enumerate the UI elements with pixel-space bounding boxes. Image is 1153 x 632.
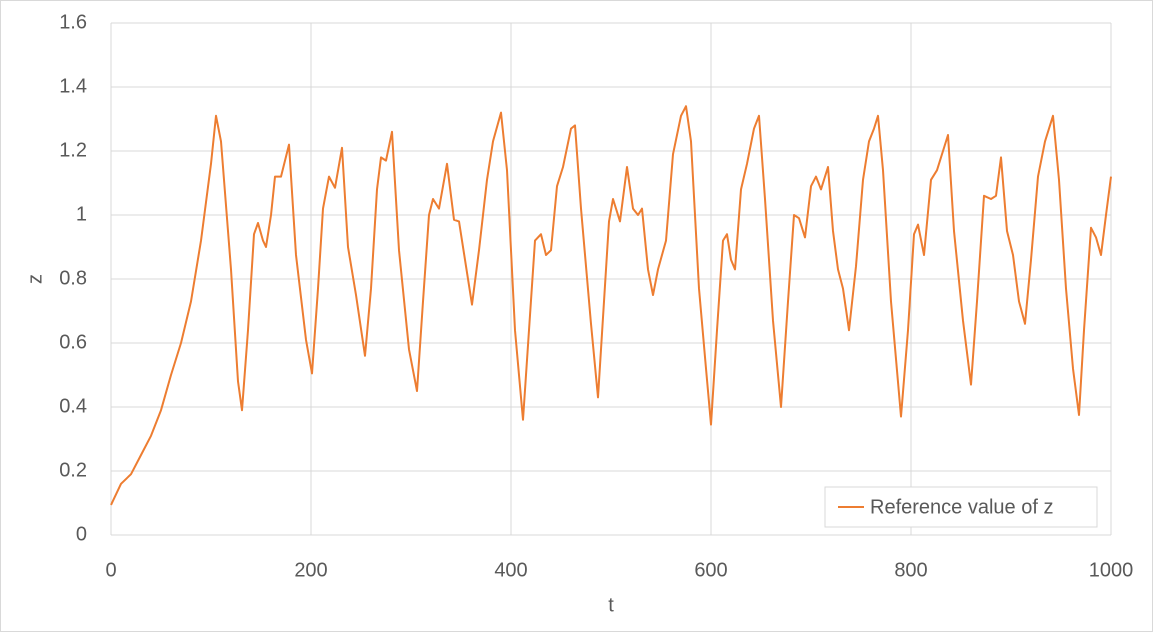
y-tick-label: 0.6: [59, 331, 87, 353]
y-tick-label: 0.8: [59, 267, 87, 289]
y-tick-label: 0: [76, 523, 87, 545]
line: [110, 105, 1112, 506]
y-tick-label: 0.2: [59, 459, 87, 481]
x-tick-label: 600: [694, 559, 727, 581]
x-tick-label: 1000: [1089, 559, 1134, 581]
x-tick-label: 800: [894, 559, 927, 581]
legend-box: [824, 486, 1098, 528]
y-tick-label: 1.2: [59, 139, 87, 161]
y-tick-label: 0.4: [59, 395, 87, 417]
legend-label: Reference value of z: [870, 496, 1053, 518]
x-tick-label: 200: [294, 559, 327, 581]
y-tick-label: 1.6: [59, 11, 87, 33]
y-tick-label: 1: [76, 203, 87, 225]
x-tick-label: 0: [105, 559, 116, 581]
x-tick-label: 400: [494, 559, 527, 581]
y-axis-label: z: [24, 274, 46, 284]
y-tick-label: 1.4: [59, 75, 87, 97]
x-axis-label: t: [608, 594, 614, 616]
